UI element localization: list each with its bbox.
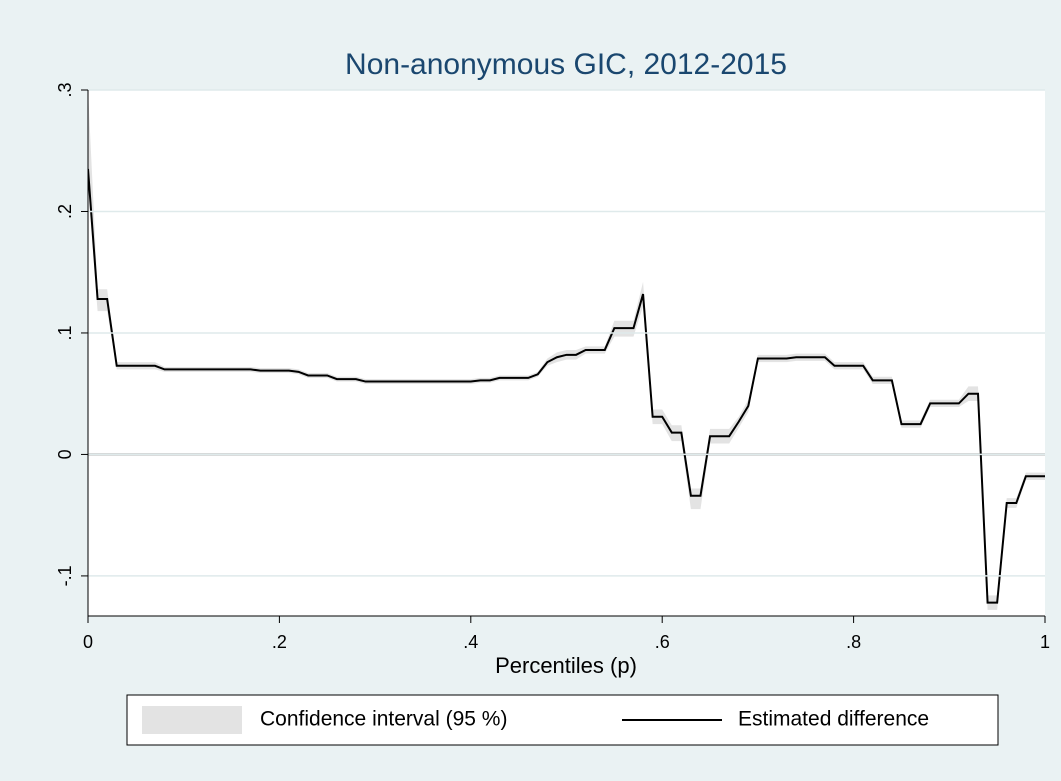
legend-label: Confidence interval (95 %) xyxy=(260,708,507,731)
y-tick-label: .3 xyxy=(55,82,75,97)
data-line xyxy=(88,168,1045,604)
x-tick-label: 0 xyxy=(83,632,93,652)
x-axis-title: Percentiles (p) xyxy=(495,653,637,678)
y-tick-label: -.1 xyxy=(55,565,75,586)
x-tick-label: 1 xyxy=(1040,632,1050,652)
legend-box xyxy=(126,694,999,746)
x-tick-label: .2 xyxy=(272,632,287,652)
y-tick-label: .2 xyxy=(55,204,75,219)
y-tick-label: 0 xyxy=(55,449,75,459)
y-tick-label: .1 xyxy=(55,325,75,340)
x-tick-label: .6 xyxy=(655,632,670,652)
x-tick-label: .4 xyxy=(463,632,478,652)
legend-swatch xyxy=(142,706,242,734)
confidence-band xyxy=(88,90,1045,610)
x-tick-label: .8 xyxy=(846,632,861,652)
chart-title: Non-anonymous GIC, 2012-2015 xyxy=(345,48,787,81)
legend-label: Estimated difference xyxy=(738,708,929,731)
